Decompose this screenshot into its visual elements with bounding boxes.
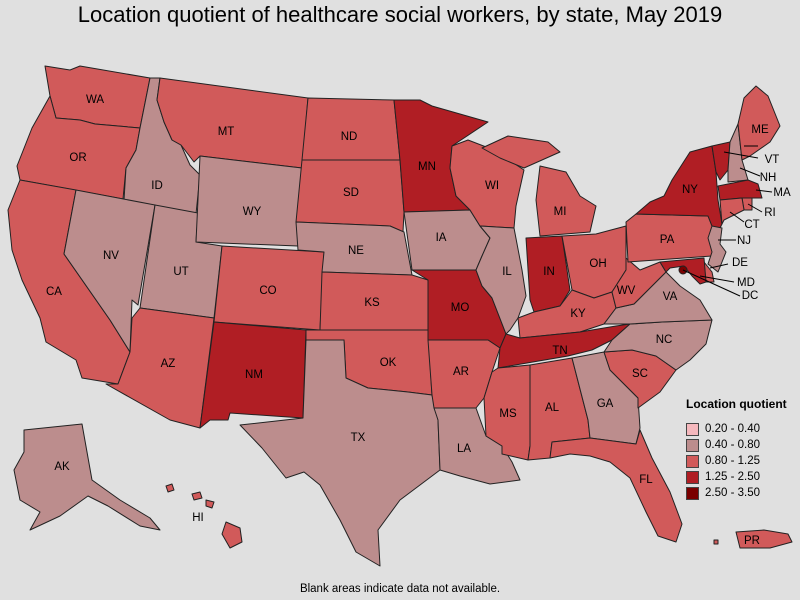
state-label-mt: MT (218, 126, 235, 138)
state-mi[interactable] (481, 135, 597, 237)
state-label-nm: NM (245, 369, 263, 381)
state-label-co: CO (259, 285, 276, 297)
state-ak[interactable] (13, 423, 161, 531)
state-label-nd: ND (341, 131, 358, 143)
state-me[interactable] (737, 85, 781, 161)
legend-swatch (686, 422, 699, 436)
state-label-il: IL (502, 266, 512, 278)
state-label-nc: NC (656, 334, 673, 346)
state-label-tx: TX (351, 432, 366, 444)
state-label-dc: DC (742, 290, 759, 302)
footnote: Blank areas indicate data not available. (299, 583, 501, 595)
legend-swatch (686, 470, 699, 484)
state-label-wy: WY (243, 206, 262, 218)
legend-label: 0.80 - 1.25 (705, 455, 760, 467)
legend-swatch (686, 454, 699, 468)
state-label-ak: AK (54, 461, 70, 473)
state-label-ks: KS (364, 297, 380, 309)
state-label-ny: NY (682, 184, 698, 196)
state-label-ok: OK (380, 357, 397, 369)
legend-item: 2.50 - 3.50 (686, 485, 798, 501)
state-label-leaders (682, 145, 773, 297)
legend-label: 0.20 - 0.40 (705, 423, 760, 435)
state-label-wa: WA (86, 94, 104, 106)
state-label-sd: SD (343, 187, 359, 199)
state-label-oh: OH (589, 258, 606, 270)
map-title: Location quotient of healthcare social w… (77, 2, 723, 27)
state-label-tn: TN (552, 345, 567, 357)
state-label-nv: NV (103, 250, 119, 262)
state-nj[interactable] (707, 225, 727, 273)
legend-item: 0.80 - 1.25 (686, 453, 798, 469)
legend: Location quotient 0.20 - 0.40 0.40 - 0.8… (686, 397, 798, 501)
state-label-md: MD (737, 277, 755, 289)
state-label-wv: WV (617, 285, 636, 297)
state-label-ms: MS (499, 408, 517, 420)
state-label-hi: HI (192, 512, 204, 524)
state-label-fl: FL (639, 474, 653, 486)
state-label-sc: SC (632, 368, 648, 380)
legend-swatch (686, 486, 699, 500)
state-pr[interactable] (713, 529, 793, 549)
legend-title: Location quotient (686, 397, 787, 411)
state-label-ct: CT (744, 219, 759, 231)
state-label-mn: MN (418, 161, 436, 173)
state-nd[interactable] (301, 97, 401, 161)
state-ct[interactable] (719, 197, 745, 225)
state-label-or: OR (69, 152, 86, 164)
state-label-ri: RI (764, 207, 776, 219)
state-label-ca: CA (46, 286, 62, 298)
state-vt[interactable] (711, 141, 731, 181)
legend-swatch (686, 438, 699, 452)
state-md[interactable] (659, 257, 707, 285)
legend-label: 2.50 - 3.50 (705, 487, 760, 499)
state-la[interactable] (433, 407, 521, 485)
state-label-al: AL (545, 402, 560, 414)
state-label-ma: MA (773, 187, 791, 199)
legend-label: 1.25 - 2.50 (705, 471, 760, 483)
state-tx[interactable] (239, 339, 441, 567)
state-label-nh: NH (760, 172, 777, 184)
state-label-ar: AR (453, 366, 469, 378)
legend-item: 0.40 - 0.80 (686, 437, 798, 453)
state-label-la: LA (457, 443, 471, 455)
state-label-nj: NJ (737, 235, 751, 247)
state-label-vt: VT (765, 154, 780, 166)
state-label-id: ID (151, 180, 163, 192)
state-label-pr: PR (744, 535, 760, 547)
legend-label: 0.40 - 0.80 (705, 439, 760, 451)
state-shapes (7, 65, 793, 567)
state-labels: WA OR CA ID NV UT AZ MT WY CO NM ND SD NE KS OK TX MN IA MO… (46, 94, 791, 547)
state-ma[interactable] (717, 179, 763, 201)
state-fl[interactable] (549, 429, 683, 543)
state-label-ne: NE (348, 245, 364, 257)
state-label-ga: GA (597, 398, 614, 410)
state-wy[interactable] (195, 155, 303, 247)
state-label-de: DE (732, 257, 748, 269)
state-label-mo: MO (451, 302, 470, 314)
legend-item: 1.25 - 2.50 (686, 469, 798, 485)
state-label-va: VA (663, 291, 678, 303)
state-label-az: AZ (161, 358, 176, 370)
state-label-ky: KY (570, 308, 586, 320)
state-label-in: IN (543, 266, 555, 278)
state-label-ia: IA (436, 232, 447, 244)
state-label-ut: UT (173, 266, 188, 278)
state-label-me: ME (751, 124, 769, 136)
state-label-pa: PA (660, 234, 675, 246)
state-label-wi: WI (485, 180, 499, 192)
legend-item: 0.20 - 0.40 (686, 421, 798, 437)
state-label-mi: MI (554, 206, 567, 218)
state-hi[interactable] (165, 483, 243, 549)
